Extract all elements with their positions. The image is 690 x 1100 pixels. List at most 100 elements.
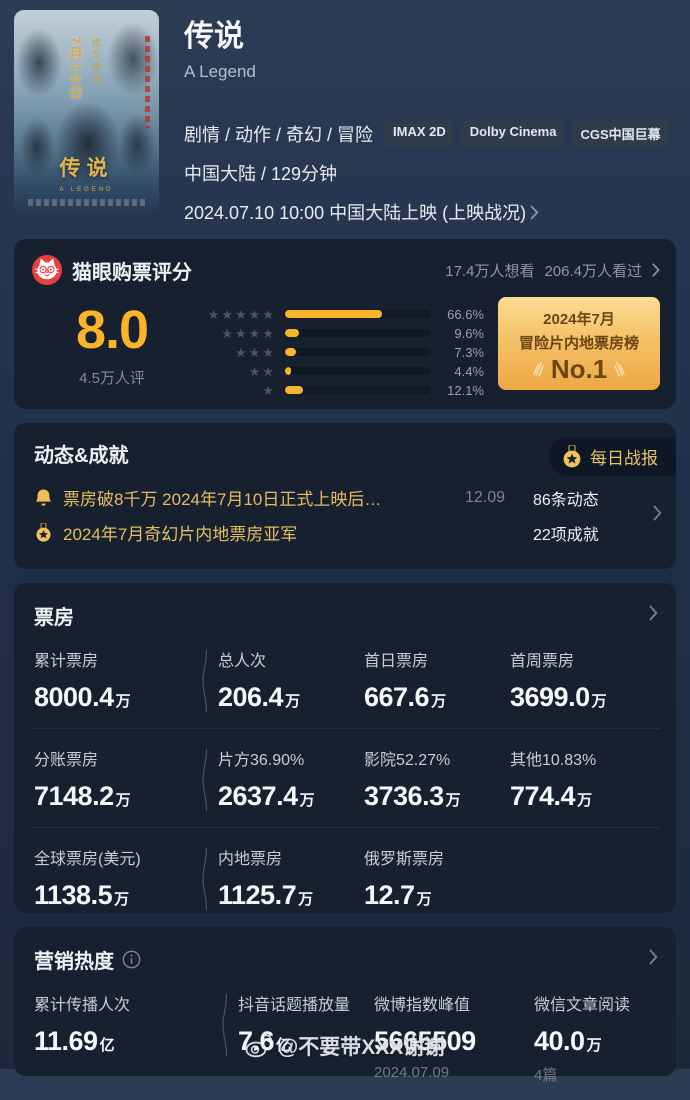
stat-unit: 万 <box>285 693 301 710</box>
activity-section-title: 动态&成就 <box>34 445 129 467</box>
stat-label: 累计传播人次 <box>34 997 131 1014</box>
stat-value: 774.4 <box>510 781 576 811</box>
daily-report-label: 每日战报 <box>590 449 658 468</box>
poster-cast-text <box>145 36 150 128</box>
medal-icon <box>563 444 581 467</box>
rating-card: 猫眼购票评分 17.4万人想看 206.4万人看过 8.0 4.5万人评 ★★★… <box>14 239 676 409</box>
ranking-badge[interactable]: 2024年7月 冒险片内地票房榜 No.1 <box>498 297 660 390</box>
marketing-title: 营销热度 <box>34 951 114 973</box>
badge-rank-text: No.1 <box>550 354 608 384</box>
maoyan-logo-icon <box>32 255 62 285</box>
movie-title: 传说 <box>184 20 244 53</box>
region-runtime: 中国大陆 / 129分钟 <box>184 164 338 184</box>
chevron-right-icon[interactable] <box>649 605 658 621</box>
bar-percent: 66.6% <box>447 306 484 322</box>
stat-label: 其他10.83% <box>510 752 597 769</box>
stat-value: 11.69 <box>34 1026 98 1056</box>
stat-unit: 万 <box>445 792 461 809</box>
bar-track <box>285 310 431 318</box>
stat-cell: 抖音话题播放量 7.6 亿 <box>222 991 374 1085</box>
stat-cell: 首日票房 667.6 万 <box>364 647 510 713</box>
stat-label: 累计票房 <box>34 653 99 670</box>
stat-value: 3736.3 <box>364 781 444 811</box>
stat-cell: 其他10.83% 774.4 万 <box>510 746 656 812</box>
star-icons: ★★★★★ <box>207 306 276 322</box>
stat-label: 片方36.90% <box>218 752 305 769</box>
chevron-right-icon[interactable] <box>653 505 662 521</box>
star-bar-row: ★ 12.1% <box>192 382 484 398</box>
stat-label: 微信文章阅读 <box>534 997 631 1014</box>
stat-unit: 亿 <box>276 1037 292 1054</box>
poster-title-en: A LEGEND <box>59 187 114 193</box>
poster-credits <box>28 199 145 206</box>
stat-unit: 万 <box>431 693 447 710</box>
stat-cell: 微信文章阅读 40.0 万 4篇 <box>534 991 656 1085</box>
box-office-row-1: 累计票房 8000.4 万 总人次 206.4 万 首日票房 667.6 万 首周票房… <box>14 630 676 728</box>
poster-art <box>16 28 62 98</box>
bar-track <box>285 329 431 337</box>
stat-unit: 万 <box>416 891 432 908</box>
stat-unit: 万 <box>115 693 131 710</box>
star-bar-row: ★★★★ 9.6% <box>192 325 484 341</box>
movie-poster[interactable]: 7月10日 续写神话 传说 A LEGEND <box>14 10 159 214</box>
movie-header: 7月10日 续写神话 传说 A LEGEND 传说 A Legend 剧情 / … <box>0 0 690 239</box>
chevron-right-icon <box>530 205 539 219</box>
bar-fill <box>285 348 296 356</box>
stat-value: 3699.0 <box>510 682 590 712</box>
stat-cell: 内地票房 1125.7 万 <box>202 845 364 911</box>
info-icon[interactable] <box>122 950 141 969</box>
format-tag-dolby: Dolby Cinema <box>461 120 565 147</box>
seen-count: 206.4万人看过 <box>544 262 642 280</box>
stat-unit: 万 <box>591 693 607 710</box>
bar-fill <box>285 329 300 337</box>
stat-value: 1125.7 <box>218 880 297 910</box>
box-office-row-2: 分账票房 7148.2 万 片方36.90% 2637.4 万 影院52.27% 3… <box>14 729 676 827</box>
chevron-right-icon[interactable] <box>649 949 658 965</box>
row-divider <box>30 728 660 729</box>
stat-cell: 分账票房 7148.2 万 <box>34 746 218 812</box>
stat-subtext: 2024.07.09 <box>374 1064 450 1081</box>
format-tags: IMAX 2D Dolby Cinema CGS中国巨幕 <box>385 120 669 147</box>
marketing-row: 累计传播人次 11.69 亿 抖音话题播放量 7.6 亿 微博指数峰值 566550… <box>14 974 676 1100</box>
stat-cell: 俄罗斯票房 12.7 万 <box>364 845 510 911</box>
audience-stats-link[interactable]: 17.4万人想看 206.4万人看过 <box>445 260 660 281</box>
marketing-header[interactable]: 营销热度 <box>14 945 676 974</box>
poster-art <box>107 22 159 96</box>
stat-unit: 万 <box>115 792 131 809</box>
column-divider <box>202 749 208 811</box>
star-bar-row: ★★ 4.4% <box>192 363 484 379</box>
bar-fill <box>285 367 292 375</box>
movie-genres: 剧情 / 动作 / 奇幻 / 冒险 <box>184 124 374 145</box>
poster-release-date: 7月10日 <box>68 36 84 103</box>
rating-score: 8.0 <box>75 300 149 360</box>
activity-row-news[interactable]: 票房破8千万 2024年7月10日正式上映后… 12.09 86条动态 <box>34 480 649 515</box>
badge-list-name: 冒险片内地票房榜 <box>518 335 639 352</box>
daily-report-button[interactable]: 每日战报 <box>549 437 676 476</box>
stat-label: 微博指数峰值 <box>374 997 471 1014</box>
stat-value: 1138.5 <box>34 880 113 910</box>
activity-row-achievement[interactable]: 2024年7月奇幻片内地票房亚军 22项成就 <box>34 515 649 550</box>
laurel-right-icon <box>614 361 625 377</box>
stat-label: 总人次 <box>218 653 267 670</box>
stat-value: 5665509 <box>374 1026 476 1056</box>
stat-unit: 万 <box>577 792 593 809</box>
box-office-header[interactable]: 票房 <box>14 601 676 630</box>
stat-label: 首日票房 <box>364 653 429 670</box>
bar-percent: 12.1% <box>447 382 484 398</box>
stat-value: 206.4 <box>218 682 284 712</box>
stat-cell: 累计传播人次 11.69 亿 <box>34 991 238 1085</box>
stat-label: 抖音话题播放量 <box>238 997 351 1014</box>
stat-unit: 万 <box>298 891 314 908</box>
activity-news-text: 票房破8千万 2024年7月10日正式上映后… <box>63 490 382 509</box>
star-bar-row: ★★★ 7.3% <box>192 344 484 360</box>
stat-label: 首周票房 <box>510 653 575 670</box>
want-see-count: 17.4万人想看 <box>445 262 535 280</box>
release-info-text: 2024.07.10 10:00 中国大陆上映 (上映战况) <box>184 203 527 223</box>
release-info-link[interactable]: 2024.07.10 10:00 中国大陆上映 (上映战况) <box>184 199 676 225</box>
column-divider <box>202 848 208 910</box>
bar-percent: 7.3% <box>454 344 484 360</box>
activity-achievement-text: 2024年7月奇幻片内地票房亚军 <box>63 525 298 544</box>
format-tag-cgs: CGS中国巨幕 <box>572 120 669 147</box>
rating-section-title: 猫眼购票评分 <box>72 261 192 284</box>
box-office-title: 票房 <box>34 607 74 629</box>
